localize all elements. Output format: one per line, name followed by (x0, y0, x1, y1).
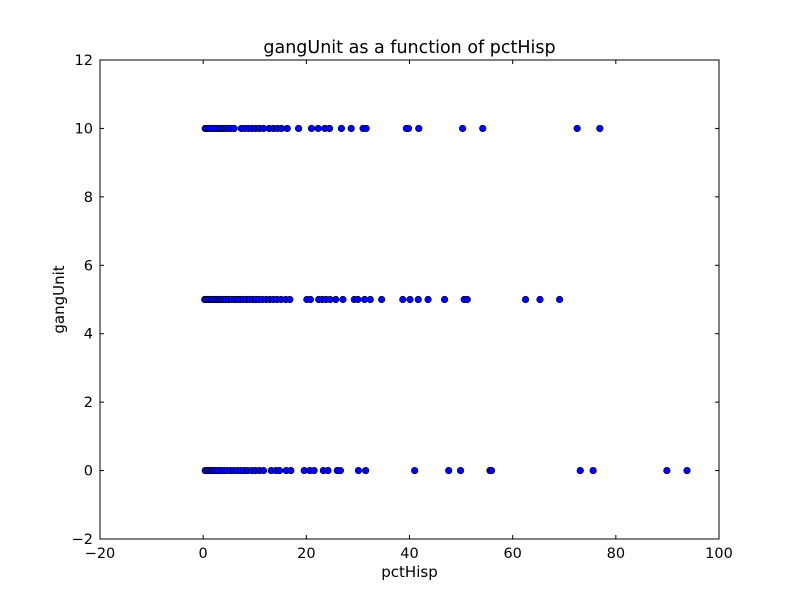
x-tick-label: 40 (400, 546, 418, 562)
data-point (456, 466, 465, 475)
data-point (354, 466, 363, 475)
x-tick-label: 20 (297, 546, 315, 562)
x-axis-ticks: −20 0 20 40 60 80 100 (85, 60, 733, 562)
data-point (259, 466, 268, 475)
x-tick-label: 100 (705, 546, 733, 562)
chart-title: gangUnit as a function of pctHisp (263, 38, 555, 58)
data-point (325, 124, 334, 133)
data-point (404, 124, 413, 133)
data-point (663, 466, 671, 475)
data-point (286, 295, 294, 304)
data-point (479, 124, 487, 133)
data-point (556, 295, 564, 304)
data-point (362, 466, 370, 475)
data-point (310, 466, 318, 475)
data-point (295, 124, 303, 133)
data-point (406, 295, 414, 304)
data-point (306, 295, 315, 304)
data-points (201, 124, 691, 475)
data-point (573, 124, 581, 133)
y-tick-label: 12 (75, 53, 93, 69)
x-axis-label: pctHisp (381, 563, 437, 581)
data-point (415, 124, 423, 133)
data-point (589, 466, 597, 475)
data-point (521, 295, 530, 304)
y-tick-label: 2 (84, 395, 93, 411)
y-tick-label: 8 (84, 190, 93, 206)
x-tick-label: 0 (199, 546, 208, 562)
x-tick-label: 80 (607, 546, 625, 562)
y-tick-label: −2 (72, 532, 93, 548)
x-tick-label: 60 (503, 546, 521, 562)
data-point (287, 466, 295, 475)
data-point (487, 466, 496, 475)
y-tick-label: 10 (75, 121, 93, 137)
data-point (596, 124, 604, 133)
data-point (307, 124, 316, 133)
data-point (314, 124, 322, 133)
data-point (230, 124, 238, 133)
data-point (275, 466, 284, 475)
data-point (378, 295, 386, 304)
x-tick-label: −20 (85, 546, 116, 562)
y-axis-ticks: −2 0 2 4 6 8 10 12 (72, 53, 719, 548)
data-point (424, 295, 432, 304)
data-point (324, 466, 332, 475)
data-point (362, 124, 370, 133)
data-point (354, 295, 362, 304)
data-point (336, 466, 344, 475)
y-tick-label: 4 (84, 327, 93, 343)
data-point (347, 124, 355, 133)
data-point (411, 466, 419, 475)
data-point (339, 295, 347, 304)
data-point (399, 295, 407, 304)
data-point (440, 295, 449, 304)
data-point (445, 466, 453, 475)
y-tick-label: 0 (84, 464, 93, 480)
data-point (459, 124, 467, 133)
data-point (337, 124, 346, 133)
data-point (283, 124, 291, 133)
data-point (683, 466, 691, 475)
data-point (463, 295, 471, 304)
data-point (414, 295, 422, 304)
data-point (576, 466, 584, 475)
data-point (366, 295, 374, 304)
data-point (332, 295, 340, 304)
y-tick-label: 6 (84, 258, 93, 274)
data-point (536, 295, 544, 304)
y-axis-label: gangUnit (50, 265, 68, 333)
